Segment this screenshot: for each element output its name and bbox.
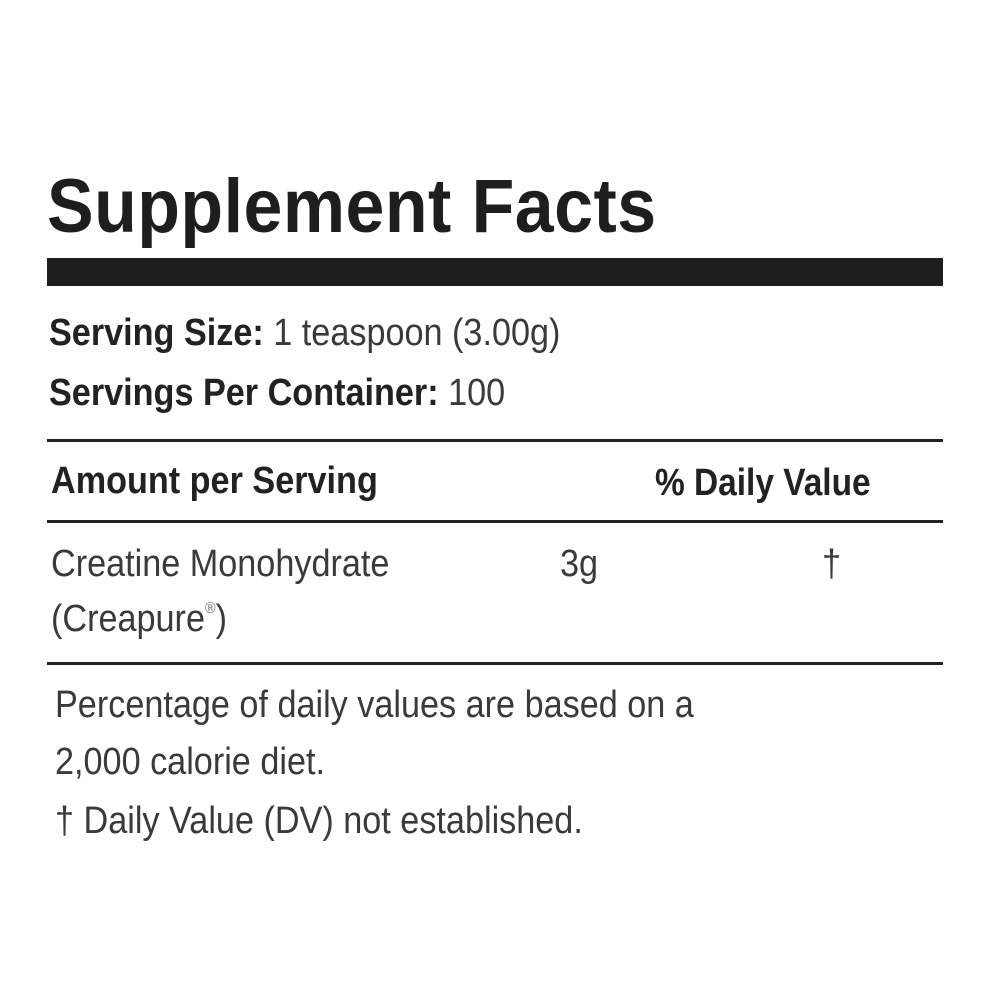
registered-mark: ® (204, 600, 216, 617)
page-title: Supplement Facts (47, 164, 657, 249)
daily-value-header: % Daily Value (655, 462, 871, 504)
servings-per-container: Servings Per Container: 100 (49, 372, 505, 415)
ingredient-subname-end: ) (215, 598, 227, 640)
ingredient-name: Creatine Monohydrate (51, 543, 390, 585)
serving-size: Serving Size: 1 teaspoon (3.00g) (49, 312, 560, 355)
footnote: Percentage of daily values are based on … (55, 684, 694, 726)
footnote: 2,000 calorie diet. (55, 741, 325, 783)
servings-per-container-label: Servings Per Container: (49, 372, 439, 414)
amount-per-serving-header: Amount per Serving (51, 460, 378, 502)
serving-size-label: Serving Size: (49, 312, 264, 354)
ingredient-subname: (Creapure®) (51, 598, 227, 641)
serving-size-value: 1 teaspoon (3.00g) (273, 312, 561, 354)
title-divider-bar (47, 258, 943, 286)
servings-per-container-value: 100 (448, 372, 506, 414)
footnote: † Daily Value (DV) not established. (55, 800, 583, 842)
ingredient-amount: 3g (560, 543, 599, 585)
ingredient-daily-value: † (822, 543, 842, 585)
divider (47, 520, 943, 523)
divider (47, 662, 943, 665)
ingredient-subname-text: (Creapure (51, 598, 205, 640)
divider (47, 439, 943, 442)
